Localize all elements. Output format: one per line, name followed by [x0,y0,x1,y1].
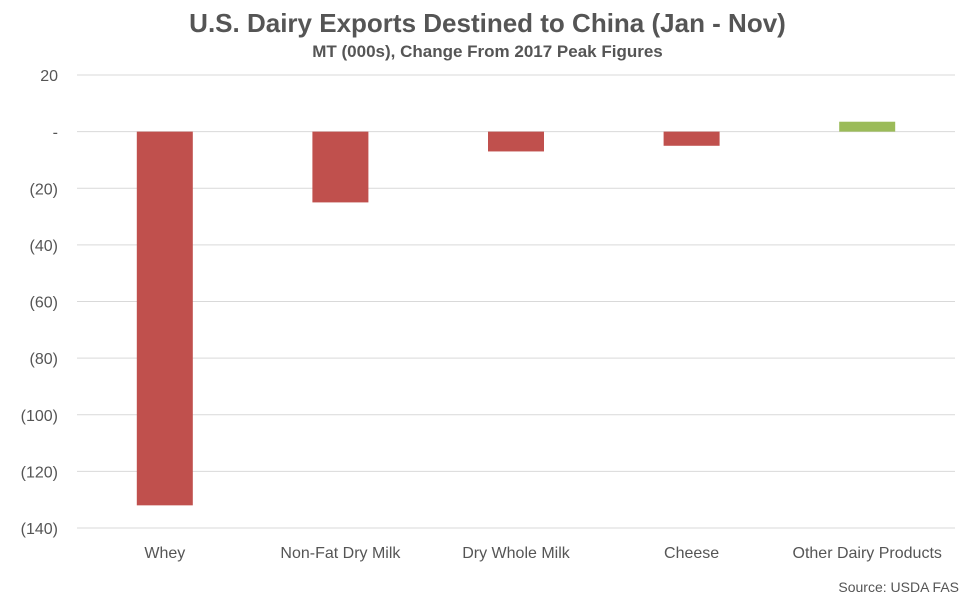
y-tick-label: (120) [21,464,58,481]
bar-cheese [663,131,720,146]
y-tick-label: - [53,125,58,142]
y-tick-label: 20 [40,68,58,85]
y-tick-label: (20) [30,181,58,198]
y-tick-label: (100) [21,408,58,425]
bar-dry-whole-milk [488,131,544,152]
source-note: Source: USDA FAS [838,579,959,595]
bar-other-dairy-products [839,121,896,132]
x-tick-label: Cheese [664,545,719,562]
bar-whey [136,131,193,506]
x-tick-label: Non-Fat Dry Milk [280,545,401,562]
gridlines [77,74,955,529]
x-tick-label: Dry Whole Milk [462,545,571,562]
y-tick-label: (80) [30,351,58,368]
y-axis-tick-labels: 20 - (20) (40) (60) (80) (100) (120) (140) [21,68,58,538]
y-tick-label: (40) [30,238,58,255]
y-tick-label: (140) [21,521,58,538]
chart-title: U.S. Dairy Exports Destined to China (Ja… [189,8,786,38]
bar-non-fat-dry-milk [312,131,369,203]
x-tick-label: Whey [144,545,185,562]
x-axis-tick-labels: Whey Non-Fat Dry Milk Dry Whole Milk Cheese… [144,545,942,562]
bars [136,121,896,506]
chart-subtitle: MT (000s), Change From 2017 Peak Figures [312,42,663,61]
y-tick-label: (60) [30,295,58,312]
x-tick-label: Other Dairy Products [793,545,942,562]
